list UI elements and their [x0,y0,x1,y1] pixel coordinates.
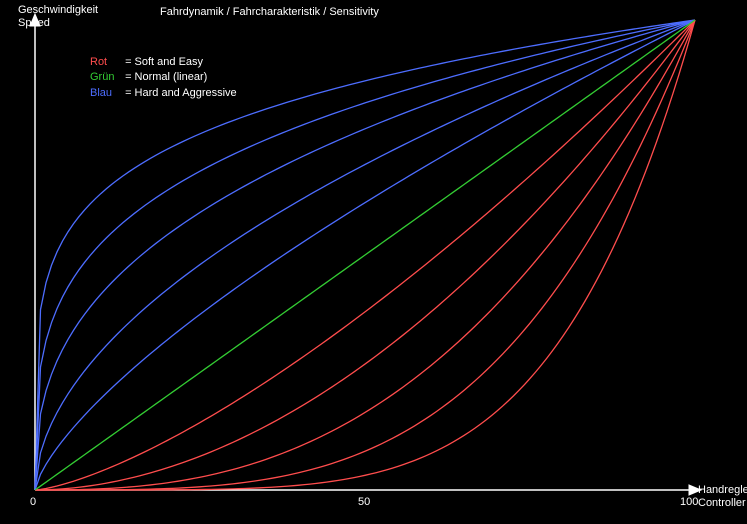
x-tick-50: 50 [358,496,370,508]
legend-desc-rot: Soft and Easy [135,56,204,68]
legend-key-blau: Blau [90,86,122,101]
y-axis-label-line2: Speed [18,17,50,29]
legend-row-rot: Rot = Soft and Easy [90,55,237,70]
legend-row-blau: Blau = Hard and Aggressive [90,86,237,101]
legend-key-rot: Rot [90,55,122,70]
chart-container: Geschwindigkeit Speed Fahrdynamik / Fahr… [0,0,747,524]
x-tick-0: 0 [30,496,36,508]
chart-title: Fahrdynamik / Fahrcharakteristik / Sensi… [160,6,379,18]
x-tick-100: 100 [680,496,698,508]
legend-eq: = [125,87,134,99]
y-axis-label: Geschwindigkeit Speed [18,4,98,30]
legend-eq: = [125,71,134,83]
y-axis-label-line1: Geschwindigkeit [18,4,98,16]
x-axis-label-line2: Controller [698,497,746,509]
legend-key-gruen: Grün [90,70,122,85]
legend: Rot = Soft and Easy Grün = Normal (linea… [90,55,237,101]
legend-eq: = [125,56,134,68]
legend-desc-blau: Hard and Aggressive [135,87,237,99]
x-axis-label: Handregler Controller [698,484,747,510]
legend-desc-gruen: Normal (linear) [135,71,208,83]
legend-row-gruen: Grün = Normal (linear) [90,70,237,85]
x-axis-label-line1: Handregler [698,484,747,496]
